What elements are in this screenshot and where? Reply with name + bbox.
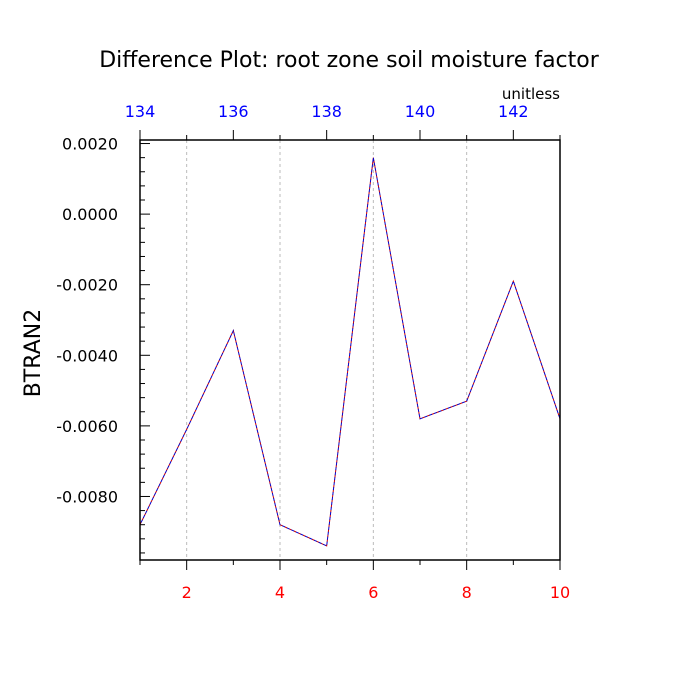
x-bottom-tick-label: 6	[368, 583, 378, 602]
y-tick-label: 0.0020	[62, 135, 118, 154]
data-series	[139, 157, 561, 547]
y-axis-label: BTRAN2	[21, 309, 46, 397]
tick-labels: 2 4 6 8 10 134 136 138 140 142 0.0020 0.0000 -0.0020…	[56, 102, 570, 602]
y-tick-label: -0.0060	[56, 417, 118, 436]
units-label: unitless	[502, 85, 560, 103]
y-tick-label: 0.0000	[62, 205, 118, 224]
x-top-tick-label: 140	[405, 102, 436, 121]
series-line	[139, 157, 561, 547]
x-bottom-tick-label: 8	[462, 583, 472, 602]
x-top-tick-label: 134	[125, 102, 156, 121]
grid-lines	[186, 140, 468, 560]
chart-title: Difference Plot: root zone soil moisture…	[99, 48, 600, 73]
y-tick-label: -0.0080	[56, 487, 118, 506]
plot-frame	[139, 139, 561, 561]
y-tick-label: -0.0040	[56, 346, 118, 365]
x-bottom-tick-label: 4	[275, 583, 285, 602]
x-top-tick-label: 142	[498, 102, 529, 121]
axis-ticks	[139, 130, 561, 570]
y-tick-label: -0.0020	[56, 276, 118, 295]
x-bottom-tick-label: 2	[182, 583, 192, 602]
x-top-tick-label: 136	[218, 102, 249, 121]
x-top-tick-label: 138	[311, 102, 342, 121]
x-bottom-tick-label: 10	[550, 583, 570, 602]
